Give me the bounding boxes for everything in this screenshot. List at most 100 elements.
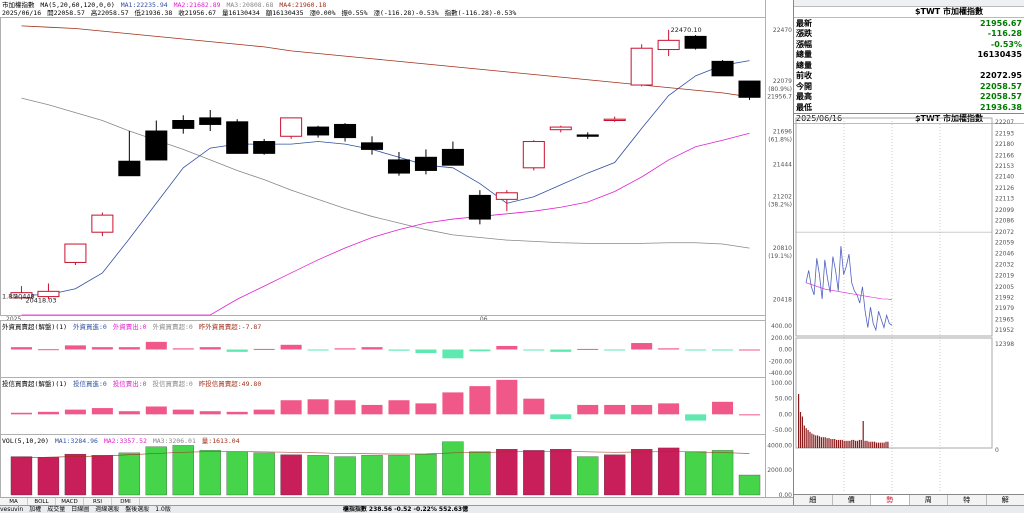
mini-volume-bar [826,438,828,448]
price-tick: 20418 [773,296,792,303]
candle-body [522,141,545,169]
right-tab[interactable]: 價 [833,495,871,505]
mini-volume-bar [856,440,859,448]
mini-axis-tick: 21965 [995,316,1014,323]
price-tick: 22470 [773,27,792,34]
mini-volume-bar [883,442,885,448]
volume-header: VOL(5,10,20) MA1:3284.96 MA2:3357.52 MA3… [2,437,240,445]
mini-volume-bar [877,442,879,448]
price-tick: 21444 [773,162,792,169]
quote-row: 總量 [794,60,1024,71]
dealer-bar [226,411,248,415]
right-tab[interactable]: 解 [987,495,1024,505]
mini-volume-bar [803,425,805,448]
dealer-bar [361,404,383,415]
dealer-bar [469,386,491,415]
volume-bar [550,449,572,496]
quote-top-strip [794,0,1024,7]
mini-axis-tick: 22099 [995,207,1014,214]
high-label: 22470.10 [671,26,702,34]
quote-value: 16130435 [977,50,1022,60]
status-item[interactable]: 1.0版 [155,506,171,513]
mini-volume-bar [875,442,878,448]
mini-axis-tick: 22140 [995,174,1014,181]
volume-tick: 4000.00 [767,442,792,449]
foreign-bar [442,349,464,359]
right-tab[interactable]: 特 [948,495,987,505]
dealer-bar [91,408,113,415]
mini-volume-bar [870,441,872,448]
status-item[interactable]: vesuvin [0,506,24,513]
mini-volume-bar [837,439,840,448]
mini-axis-tick: 22086 [995,218,1014,225]
status-item[interactable]: 櫃指指數 238.56 -0.52 -0.22% 552.63億 [342,506,469,513]
dealer-bar [712,401,734,415]
quote-row: 前收 22072.95 [794,71,1024,82]
price-tick: 21696 [773,129,792,136]
volume-bar [361,455,383,496]
status-item[interactable]: 日線圖 [71,506,90,513]
mini-axis-tick: 22180 [995,141,1014,148]
foreign-bar [388,349,410,351]
mini-volume-bar [866,440,868,448]
tab-dmi[interactable]: DMI [112,498,140,506]
price-pct-tick: (38.2%) [768,201,792,208]
mini-axis-tick: 22126 [995,185,1014,192]
mini-volume-bar [845,440,847,448]
mini-price-line [805,245,893,332]
chart-area[interactable]: 22470 22079 21696 21444 21202 20810 20418 (80.9… [0,0,793,506]
status-item[interactable]: 週線選股 [95,506,120,513]
mini-volume-bar [798,394,800,448]
quote-label: 漲跌 [796,29,812,39]
quote-value [874,60,1024,71]
volume-bar [307,455,329,496]
mini-volume-bar [851,439,853,448]
mini-volume-bar [811,433,813,448]
quote-value: 21956.67 [979,18,1022,28]
foreign-bar [199,347,221,350]
dealer-bar [280,400,302,415]
mini-axis-tick: 21952 [995,327,1014,334]
mini-axis-tick: 22153 [995,163,1014,170]
quote-row: 今開 22058.57 [794,81,1024,92]
dealer-bar [550,414,572,420]
mini-volume-bar [874,441,876,448]
mini-volume-bar [815,435,817,448]
candle-body [414,156,437,171]
right-tab[interactable]: 勢 [871,495,910,505]
right-tab[interactable]: 周 [910,495,948,505]
status-bar: vesuvin 加權 成交量 日線圖 週線選股 盤後選股 1.0版 櫃指指數 238.56 -… [0,505,1024,513]
mini-volume-bar [858,439,860,448]
status-item[interactable]: 盤後選股 [125,506,150,513]
foreign-tick: -400.00 [769,370,792,377]
tab-rsi[interactable]: RSI [84,498,112,506]
mini-axis-tick: 22193 [995,130,1014,137]
mini-volume-bar [824,437,826,448]
low-pct-label: 1.8% [2,292,19,300]
mini-volume-bar [843,440,845,448]
volume-bar [145,446,167,496]
quote-value: 22058.57 [979,81,1022,91]
intraday-chart-svg[interactable]: 22207 22193 22180 22166 22153 22140 22126 22113… [794,116,1024,494]
candle-body [226,121,249,154]
foreign-bar [685,349,707,351]
right-tab[interactable]: 細 [794,495,833,505]
tab-ma[interactable]: MA [0,498,28,506]
status-item[interactable]: 成交量 [47,506,66,513]
mini-volume-bar [807,430,809,448]
low-label: 20418.03 [25,296,56,304]
mini-volume-bar [841,439,843,448]
foreign-bar [334,348,356,350]
quote-label: 最低 [796,102,812,112]
dealer-bar [172,409,194,415]
foreign-bar [280,344,302,350]
quote-value: -116.28 [987,29,1022,39]
dealer-bar [307,399,329,415]
mini-volume-bar [862,421,864,448]
main-chart-svg[interactable]: 22470 22079 21696 21444 21202 20810 20418 (80.9… [0,0,793,505]
status-item[interactable]: 加權 [29,506,42,513]
volume-bar [738,474,761,496]
tab-macd[interactable]: MACD [56,498,84,506]
foreign-bar [604,349,626,351]
tab-boll[interactable]: BOLL [28,498,56,506]
